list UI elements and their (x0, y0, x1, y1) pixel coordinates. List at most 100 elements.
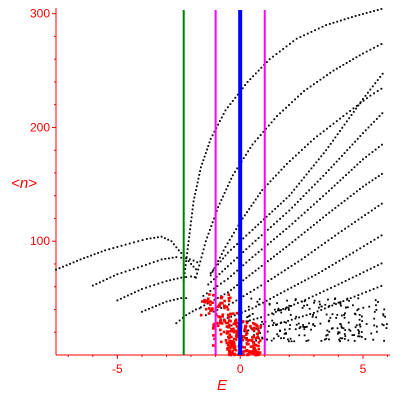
red-point (252, 328, 256, 332)
black-point (312, 83, 315, 86)
black-point (325, 149, 328, 152)
black-point (277, 171, 280, 174)
black-point (219, 282, 222, 285)
black-point (360, 336, 363, 338)
red-point (229, 344, 233, 348)
red-point (232, 327, 235, 331)
black-point (319, 219, 321, 221)
black-point (302, 324, 304, 326)
black-point (225, 188, 228, 191)
black-point (282, 48, 285, 50)
black-point (362, 306, 365, 309)
black-point (325, 214, 328, 216)
black-point (145, 286, 147, 289)
black-point (357, 294, 360, 296)
black-point (185, 314, 188, 317)
black-point (283, 269, 286, 272)
black-point (268, 213, 271, 215)
black-point (257, 267, 260, 270)
black-point (76, 259, 78, 262)
black-point (319, 292, 321, 294)
black-point (313, 325, 316, 327)
black-point (331, 327, 334, 330)
red-point (207, 301, 210, 304)
black-point (298, 316, 301, 319)
black-point (358, 54, 361, 57)
red-point (216, 305, 220, 309)
black-point (333, 302, 336, 305)
red-point (229, 296, 232, 300)
black-point (382, 314, 385, 317)
black-point (324, 303, 327, 306)
black-point (157, 236, 159, 239)
black-point (335, 317, 338, 319)
black-point (357, 332, 360, 335)
black-point (213, 298, 216, 301)
black-point (268, 302, 271, 305)
black-point (230, 262, 232, 265)
black-point (275, 53, 278, 55)
red-point (255, 353, 259, 357)
black-point (194, 192, 197, 195)
black-point (235, 228, 238, 231)
red-point (219, 328, 222, 332)
black-point (141, 310, 143, 313)
black-point (277, 335, 280, 338)
black-point (256, 286, 259, 289)
black-point (322, 216, 324, 219)
black-point (236, 256, 239, 259)
black-point (97, 252, 100, 254)
black-point (318, 300, 321, 303)
black-point (337, 232, 340, 235)
black-point (266, 228, 269, 231)
black-point (306, 143, 309, 146)
black-point (282, 248, 285, 251)
black-point (336, 133, 339, 136)
black-point (213, 267, 216, 270)
black-point (340, 230, 343, 232)
black-point (295, 315, 298, 318)
black-point (369, 88, 372, 91)
black-point (329, 142, 332, 145)
red-point (257, 344, 260, 348)
black-point (267, 124, 270, 127)
red-point (257, 330, 261, 333)
black-point (261, 337, 264, 340)
black-point (362, 52, 364, 55)
black-point (251, 143, 254, 146)
black-point (90, 254, 92, 257)
black-point (116, 246, 119, 248)
red-point (254, 337, 258, 340)
red-point (228, 350, 232, 353)
black-point (374, 82, 377, 85)
black-point (342, 63, 345, 66)
black-point (288, 104, 290, 106)
black-point (359, 188, 361, 190)
black-point (344, 312, 346, 315)
black-point (243, 330, 246, 333)
black-point (245, 320, 248, 323)
black-point (252, 75, 254, 78)
black-point (149, 237, 152, 240)
black-point (212, 278, 215, 281)
black-point (294, 203, 296, 206)
black-point (326, 127, 328, 130)
red-point (221, 301, 224, 305)
black-point (293, 188, 296, 191)
black-point (339, 65, 341, 68)
red-point (231, 342, 234, 346)
black-point (236, 284, 239, 287)
black-point (301, 306, 304, 309)
red-point (219, 319, 222, 323)
black-point (251, 256, 254, 259)
red-point (212, 323, 215, 327)
black-point (320, 244, 323, 247)
black-point (375, 308, 378, 311)
black-point (161, 281, 164, 284)
black-point (257, 69, 260, 72)
black-point (253, 334, 255, 336)
black-point (337, 301, 340, 304)
black-point (374, 299, 377, 302)
black-point (381, 323, 384, 326)
black-point (291, 206, 294, 209)
